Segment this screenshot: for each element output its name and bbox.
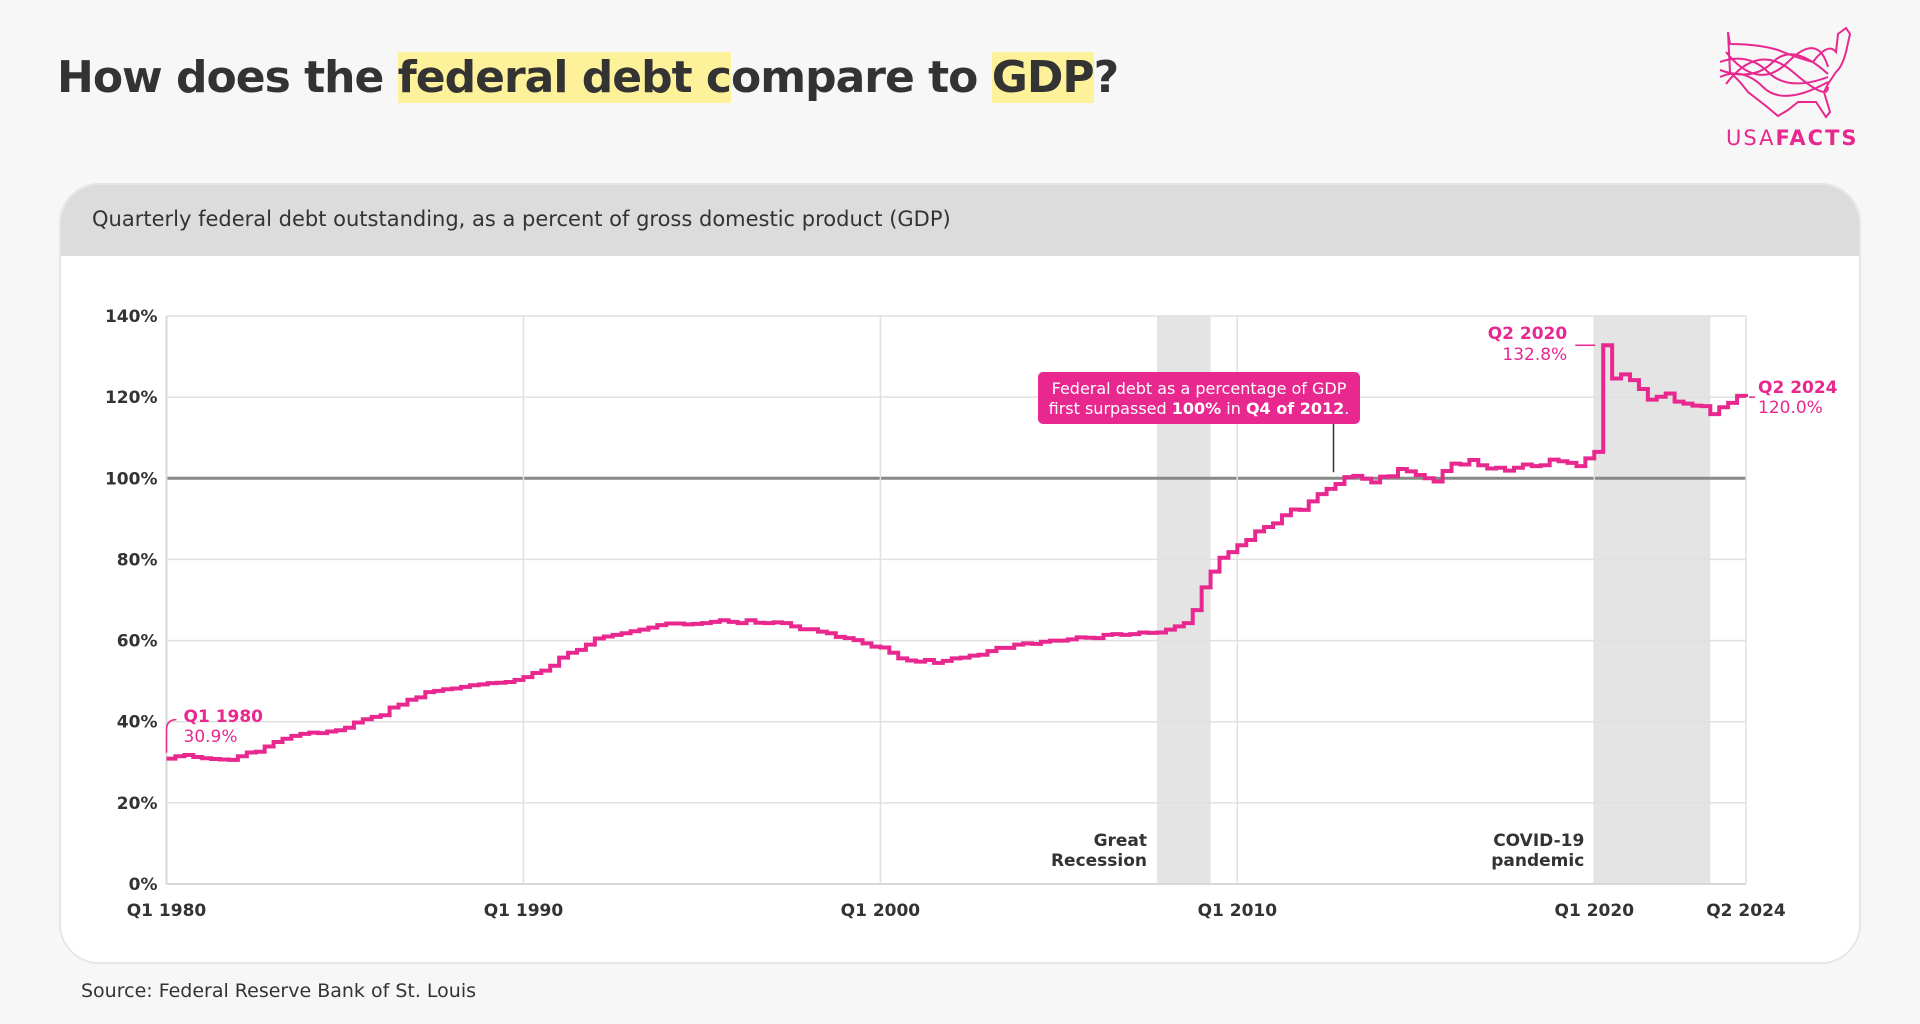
title-highlight-gdp: GDP bbox=[991, 52, 1095, 103]
logo-wordmark: USAFACTS bbox=[1726, 126, 1859, 150]
x-tick-label: Q1 2020 bbox=[1555, 901, 1635, 921]
callout-line-2: first surpassed 100% in Q4 of 2012. bbox=[1049, 399, 1350, 418]
y-tick-label: 80% bbox=[117, 550, 158, 570]
x-tick-label: Q1 1990 bbox=[484, 901, 564, 921]
usafacts-logo-icon bbox=[1719, 26, 1852, 119]
shaded-period-label: pandemic bbox=[1491, 851, 1584, 871]
y-tick-label: 100% bbox=[105, 469, 158, 489]
x-tick-label: Q1 2000 bbox=[841, 901, 921, 921]
x-tick-label: Q1 1980 bbox=[127, 901, 207, 921]
callout-text: in bbox=[1221, 399, 1246, 418]
shaded-period bbox=[1594, 316, 1711, 884]
start-annotation-value: 30.9% bbox=[184, 727, 238, 747]
source-note: Source: Federal Reserve Bank of St. Loui… bbox=[81, 980, 477, 1002]
logo-text-bold: FACTS bbox=[1775, 126, 1859, 150]
callout-text: . bbox=[1344, 399, 1349, 418]
callout-text: first surpassed bbox=[1049, 399, 1172, 418]
start-annotation-bracket bbox=[165, 718, 177, 753]
shaded-period-label: Recession bbox=[1051, 851, 1147, 871]
peak-annotation-value: 132.8% bbox=[1502, 345, 1567, 365]
title-text: ompare to bbox=[731, 52, 992, 103]
y-tick-label: 120% bbox=[105, 388, 158, 408]
y-tick-label: 40% bbox=[117, 713, 158, 733]
y-tick-label: 0% bbox=[129, 875, 158, 895]
peak-annotation-label: Q2 2020 bbox=[1488, 324, 1568, 344]
callout-bold-quarter: Q4 of 2012 bbox=[1246, 399, 1344, 418]
x-tick-label: Q1 2010 bbox=[1198, 901, 1278, 921]
chart-card-header: Quarterly federal debt outstanding, as a… bbox=[61, 185, 1859, 256]
page-title: How does the federal debt compare to GDP… bbox=[57, 52, 1120, 103]
series-line-debt-to-gdp bbox=[166, 343, 1748, 762]
y-tick-label: 20% bbox=[117, 794, 158, 814]
start-annotation-label: Q1 1980 bbox=[184, 707, 264, 727]
callout-bold-100: 100% bbox=[1172, 399, 1221, 418]
title-text: How does the bbox=[57, 52, 398, 103]
y-tick-label: 60% bbox=[117, 632, 158, 652]
x-tick-label: Q2 2024 bbox=[1706, 901, 1786, 921]
callout-box bbox=[1038, 372, 1360, 424]
y-tick-label: 140% bbox=[105, 307, 158, 327]
chart-subtitle: Quarterly federal debt outstanding, as a… bbox=[92, 207, 951, 231]
title-text: ? bbox=[1093, 52, 1120, 103]
end-annotation-label: Q2 2024 bbox=[1758, 378, 1838, 398]
shaded-period-label: Great bbox=[1094, 831, 1147, 851]
shaded-period-label: COVID-19 bbox=[1493, 831, 1584, 851]
end-annotation-value: 120.0% bbox=[1758, 398, 1823, 418]
callout-line-1: Federal debt as a percentage of GDP bbox=[1052, 379, 1347, 398]
logo-text-light: USA bbox=[1726, 126, 1776, 150]
title-highlight-federal-debt: federal debt c bbox=[397, 52, 732, 103]
chart-card: Quarterly federal debt outstanding, as a… bbox=[59, 183, 1861, 964]
